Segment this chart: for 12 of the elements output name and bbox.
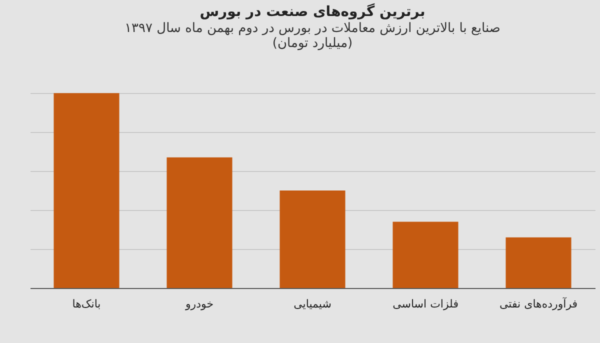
chart-subtitle: صنایع با بالاترین ارزش معاملات در بورس در دوم بهمن ماه سال ۱۳۹۷ (میلیارد تومان) [124, 21, 500, 51]
bar [54, 93, 120, 288]
bar [392, 222, 458, 288]
chart-title: برترین گروه‌های صنعت در بورس [200, 3, 426, 20]
bar [506, 237, 572, 288]
x-tick-label: بانک‌ها [72, 298, 101, 310]
bar [280, 190, 346, 288]
x-tick-label: فلزات اساسی [392, 298, 458, 310]
x-tick-label: خودرو [184, 298, 214, 310]
bar [166, 157, 232, 288]
x-tick-label: فرآورده‌های نفتی [499, 296, 578, 310]
x-tick-label: شیمیایی [294, 298, 332, 310]
